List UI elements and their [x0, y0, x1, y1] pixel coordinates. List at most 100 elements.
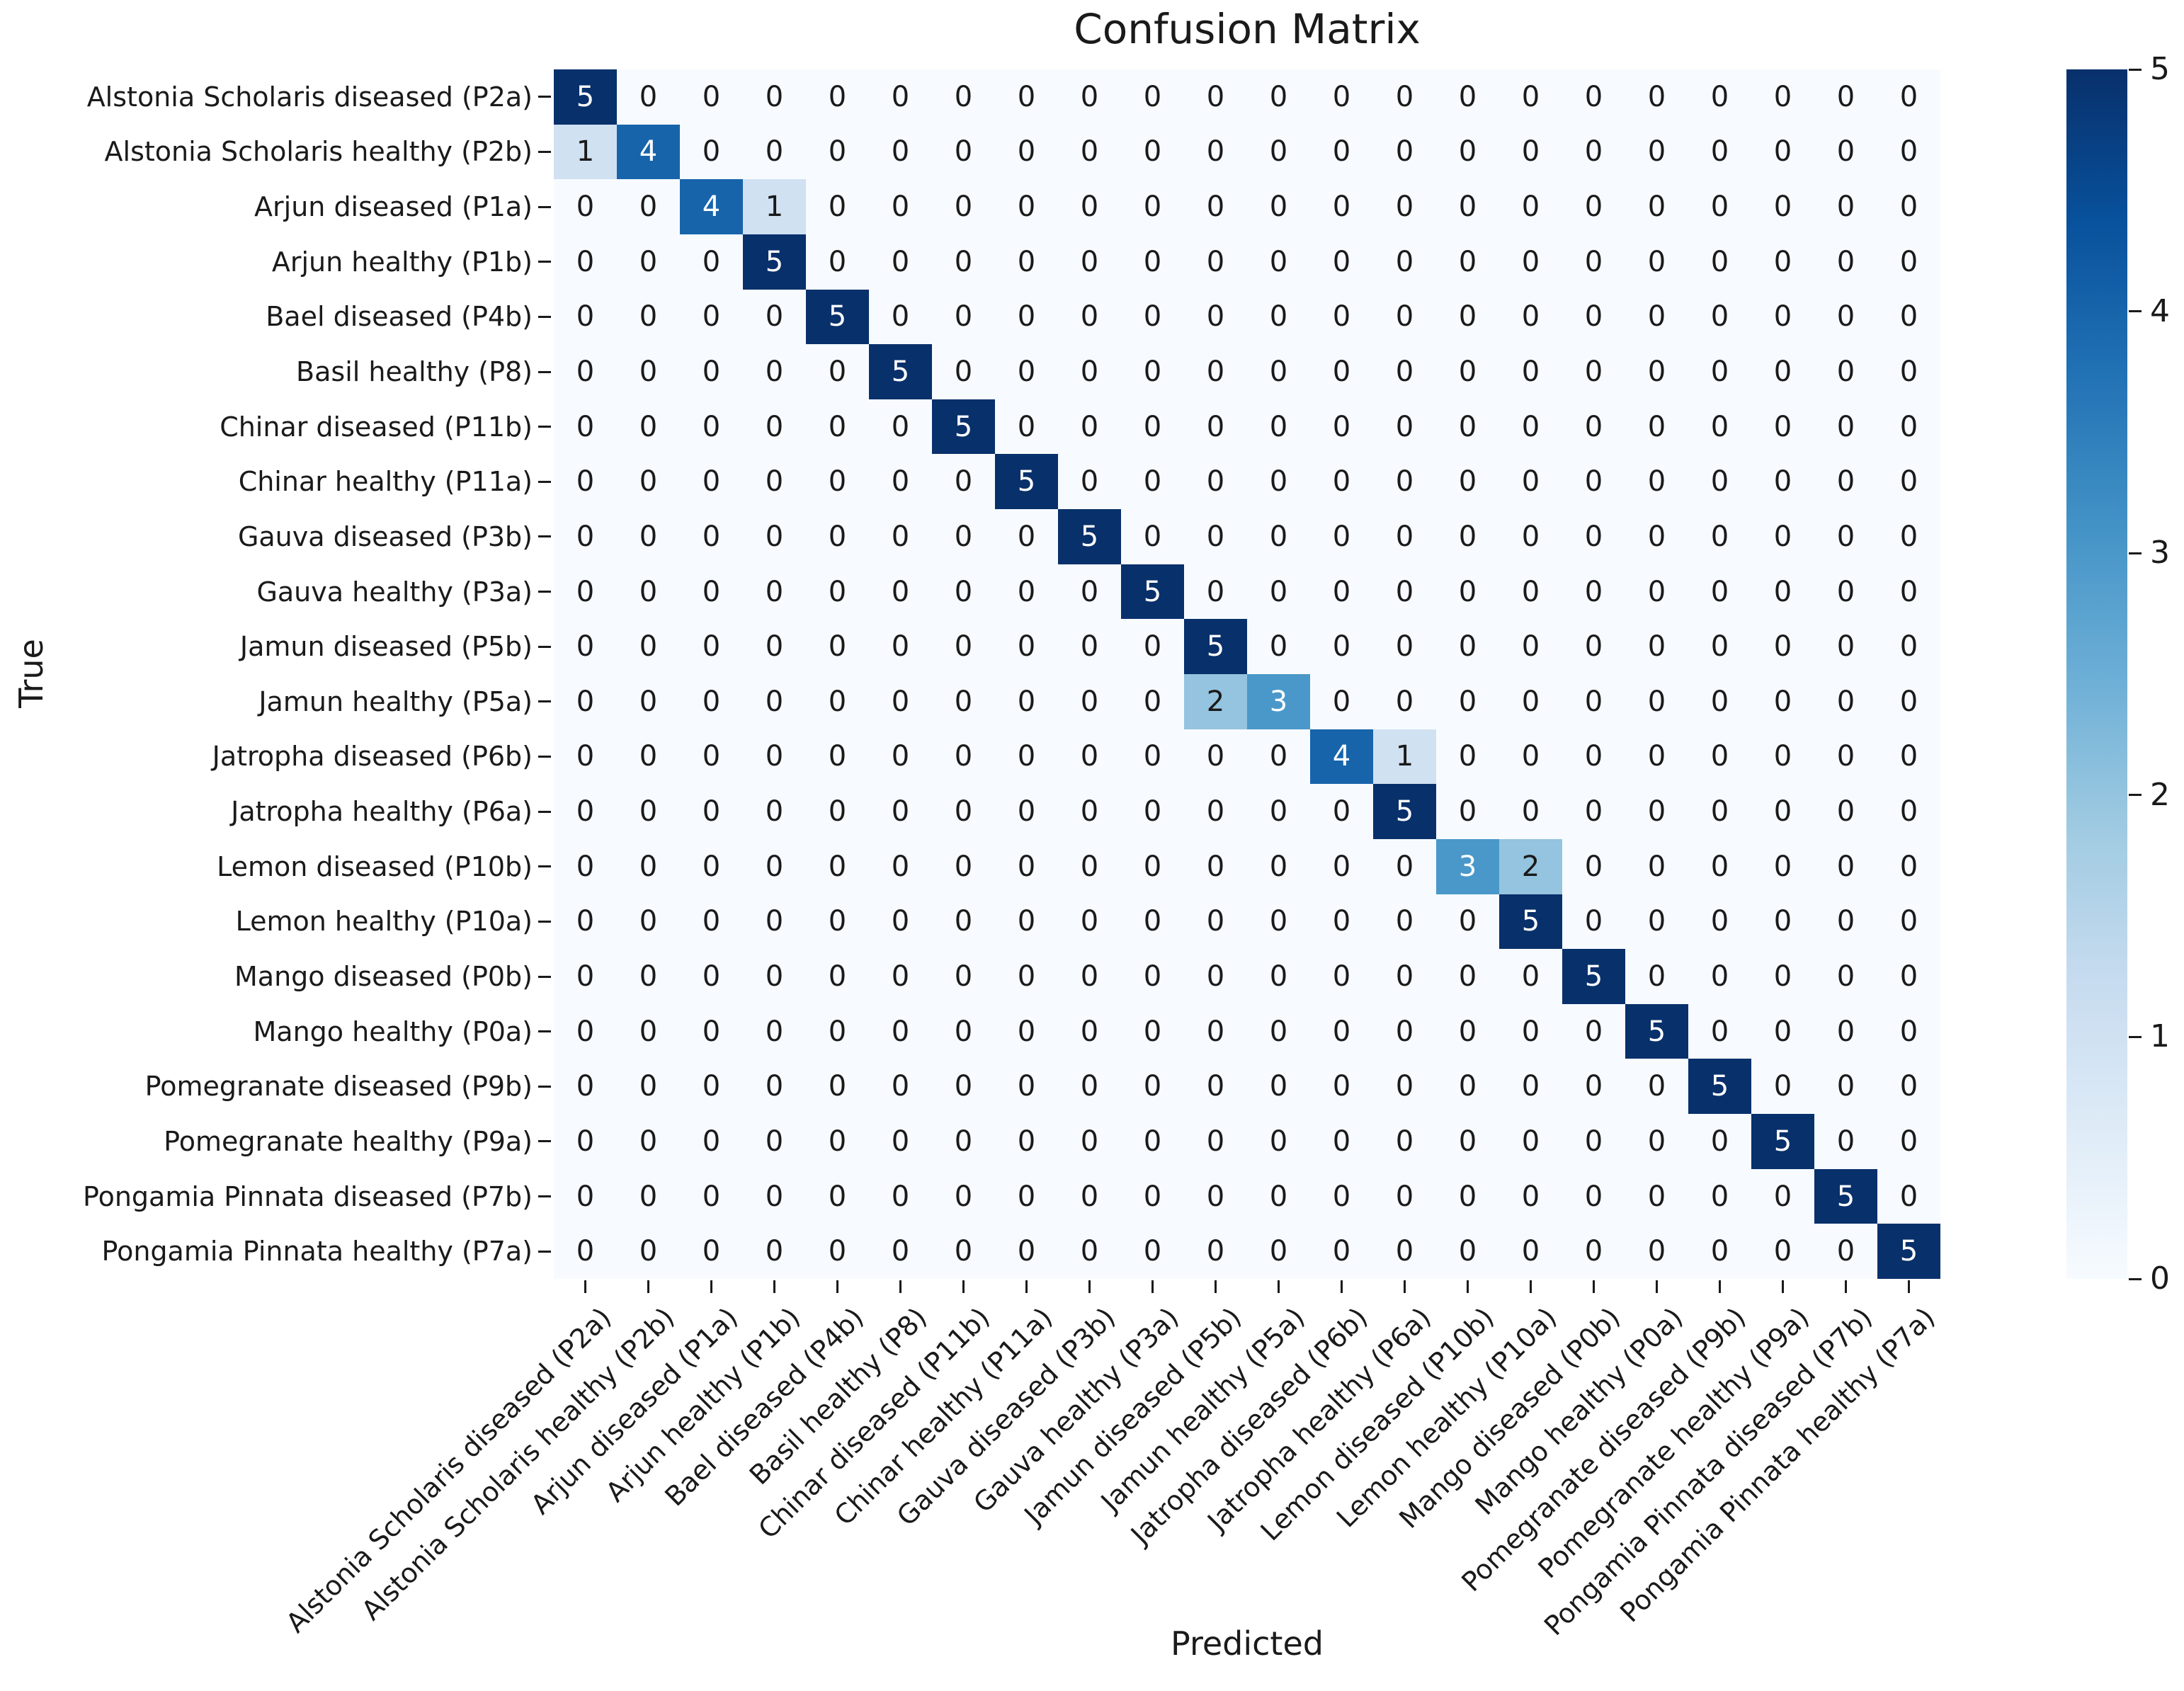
matrix-cell: 0 — [617, 674, 680, 729]
matrix-cell: 0 — [554, 1003, 617, 1059]
y-tick-mark — [538, 535, 551, 538]
matrix-cell: 0 — [932, 729, 995, 785]
matrix-cell: 0 — [1373, 399, 1436, 455]
matrix-cell: 5 — [1814, 1168, 1877, 1224]
matrix-cell: 0 — [1184, 949, 1247, 1004]
matrix-cell: 0 — [1058, 1003, 1121, 1059]
matrix-cell: 0 — [743, 1059, 806, 1115]
matrix-cell: 0 — [869, 289, 932, 345]
matrix-cell: 0 — [1877, 1114, 1940, 1169]
matrix-cell: 0 — [617, 729, 680, 785]
matrix-cell: 0 — [554, 399, 617, 455]
matrix-cell: 0 — [554, 1059, 617, 1115]
matrix-cell: 0 — [1814, 1003, 1877, 1059]
y-tick-mark — [538, 1195, 551, 1198]
matrix-cell: 0 — [1814, 784, 1877, 839]
colorbar-tick-label: 4 — [2150, 292, 2170, 329]
matrix-cell: 0 — [1436, 509, 1499, 564]
matrix-cell: 0 — [1121, 344, 1184, 399]
matrix-cell: 0 — [1373, 344, 1436, 399]
matrix-cell: 0 — [1814, 894, 1877, 950]
matrix-cell: 0 — [743, 1168, 806, 1224]
matrix-cell: 0 — [1310, 509, 1373, 564]
y-tick-label: Arjun diseased (P1a) — [254, 191, 533, 223]
matrix-cell: 0 — [1184, 1168, 1247, 1224]
matrix-cell: 0 — [1751, 784, 1814, 839]
matrix-cell: 0 — [554, 1168, 617, 1224]
matrix-cell: 0 — [1058, 949, 1121, 1004]
matrix-cell: 0 — [1814, 399, 1877, 455]
y-tick-label: Gauva healthy (P3a) — [256, 576, 533, 608]
matrix-cell: 0 — [1625, 784, 1688, 839]
matrix-cell: 0 — [1247, 1224, 1310, 1279]
matrix-cell: 0 — [1436, 674, 1499, 729]
matrix-cell: 0 — [1688, 234, 1751, 290]
matrix-cell: 0 — [1121, 729, 1184, 785]
matrix-cell: 0 — [1625, 124, 1688, 180]
matrix-cell: 0 — [1688, 344, 1751, 399]
matrix-cell: 0 — [869, 949, 932, 1004]
matrix-cell: 0 — [1751, 69, 1814, 125]
matrix-cell: 0 — [1751, 509, 1814, 564]
matrix-cell: 0 — [1184, 289, 1247, 345]
matrix-cell: 0 — [1373, 949, 1436, 1004]
matrix-cell: 0 — [1751, 619, 1814, 674]
matrix-cell: 5 — [1499, 894, 1562, 950]
matrix-cell: 0 — [1184, 124, 1247, 180]
matrix-cell: 0 — [1877, 1059, 1940, 1115]
matrix-cell: 0 — [869, 619, 932, 674]
matrix-cell: 0 — [1688, 179, 1751, 234]
matrix-cell: 0 — [1751, 344, 1814, 399]
matrix-cell: 0 — [1562, 509, 1625, 564]
matrix-cell: 0 — [680, 729, 743, 785]
matrix-cell: 0 — [1436, 399, 1499, 455]
matrix-cell: 0 — [1688, 894, 1751, 950]
matrix-cell: 0 — [617, 949, 680, 1004]
matrix-cell: 0 — [1247, 729, 1310, 785]
matrix-cell: 0 — [1688, 729, 1751, 785]
matrix-cell: 0 — [743, 69, 806, 125]
matrix-cell: 0 — [554, 1224, 617, 1279]
matrix-cell: 0 — [1562, 1003, 1625, 1059]
matrix-cell: 0 — [1373, 1003, 1436, 1059]
matrix-cell: 0 — [995, 69, 1058, 125]
matrix-cell: 0 — [1436, 179, 1499, 234]
matrix-cell: 0 — [806, 179, 869, 234]
matrix-cell: 0 — [806, 1168, 869, 1224]
x-tick-mark — [647, 1280, 649, 1293]
matrix-cell: 0 — [1562, 619, 1625, 674]
matrix-cell: 0 — [1688, 289, 1751, 345]
matrix-cell: 0 — [554, 674, 617, 729]
matrix-cell: 0 — [995, 289, 1058, 345]
matrix-cell: 0 — [743, 344, 806, 399]
matrix-cell: 0 — [806, 1224, 869, 1279]
matrix-cell: 0 — [1877, 124, 1940, 180]
matrix-cell: 0 — [1877, 784, 1940, 839]
y-tick-label: Pongamia Pinnata healthy (P7a) — [101, 1236, 533, 1268]
matrix-cell: 0 — [1751, 674, 1814, 729]
matrix-cell: 0 — [1814, 1114, 1877, 1169]
matrix-cell: 0 — [932, 838, 995, 894]
x-tick-mark — [1088, 1280, 1091, 1293]
matrix-cell: 0 — [1058, 674, 1121, 729]
matrix-cell: 0 — [806, 399, 869, 455]
matrix-cell: 0 — [1247, 454, 1310, 510]
y-tick-mark — [538, 150, 551, 153]
matrix-cell: 0 — [1625, 619, 1688, 674]
matrix-cell: 0 — [1688, 619, 1751, 674]
matrix-cell: 0 — [1436, 234, 1499, 290]
matrix-cell: 0 — [1247, 509, 1310, 564]
matrix-cell: 0 — [1310, 894, 1373, 950]
y-tick-label: Pomegranate diseased (P9b) — [144, 1071, 533, 1103]
matrix-cell: 0 — [1436, 289, 1499, 345]
matrix-cell: 0 — [1121, 1168, 1184, 1224]
matrix-cell: 0 — [1247, 289, 1310, 345]
matrix-cell: 0 — [1814, 124, 1877, 180]
matrix-cell: 0 — [1247, 69, 1310, 125]
matrix-cell: 0 — [743, 564, 806, 620]
matrix-cell: 0 — [554, 949, 617, 1004]
y-tick-label: Jatropha diseased (P6b) — [212, 741, 533, 773]
matrix-cell: 0 — [869, 234, 932, 290]
matrix-cell: 0 — [617, 289, 680, 345]
matrix-cell: 0 — [1688, 1114, 1751, 1169]
